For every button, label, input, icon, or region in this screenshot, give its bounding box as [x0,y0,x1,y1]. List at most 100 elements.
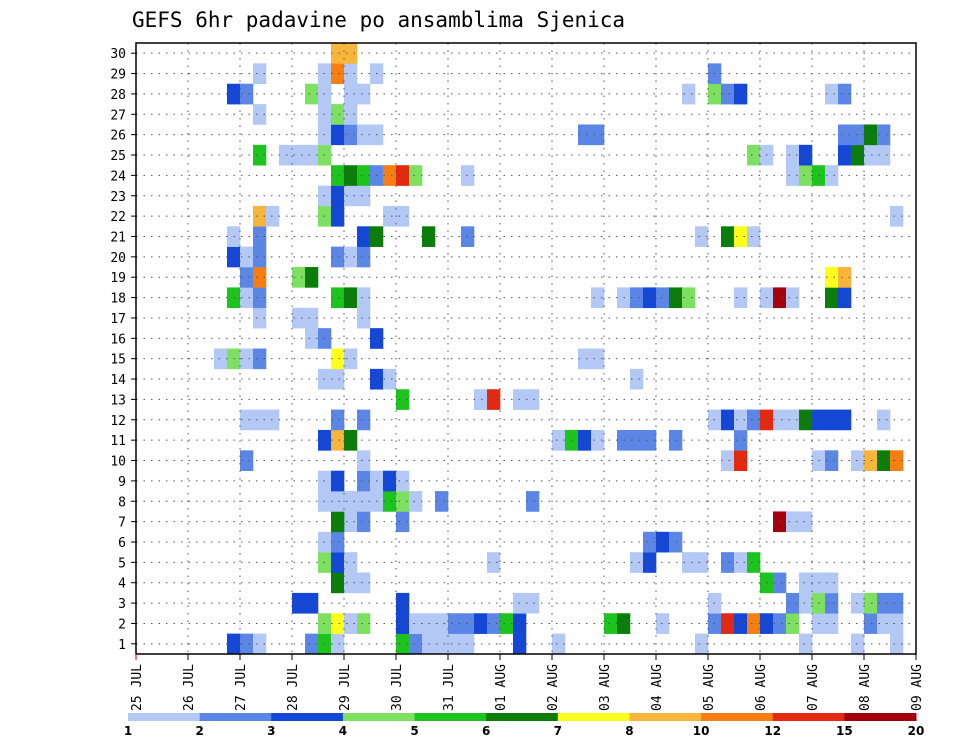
heatmap-cell [851,450,865,471]
heatmap-cell [890,613,904,634]
colorbar-swatch [128,713,201,721]
chart-title: GEFS 6hr padavine po ansamblima Sjenica [132,8,625,32]
heatmap-cell [331,63,345,85]
colorbar-swatch [486,713,559,721]
heatmap-cell [396,491,410,512]
y-tick-label: 23 [110,190,126,205]
colorbar-swatch [271,713,344,721]
heatmap-cell [331,429,345,451]
heatmap-cell [357,450,371,471]
heatmap-cell [747,552,761,573]
x-tick-label: 09 AUG [910,664,925,711]
heatmap-cell [604,613,618,634]
heatmap-cell [344,83,358,105]
heatmap-cell [331,531,345,553]
heatmap-cell [838,83,852,105]
heatmap-cell [682,287,696,309]
heatmap-cell [357,185,371,207]
heatmap-cell [331,165,345,186]
heatmap-cell [305,307,319,329]
heatmap-cell [825,592,839,614]
x-tick-label: 28 JUL [286,664,301,711]
heatmap-cell [344,572,358,594]
heatmap-cell [344,511,358,533]
heatmap-cell [344,429,358,451]
x-tick-label: 30 JUL [390,664,405,711]
heatmap-cell [396,511,410,533]
heatmap-cell [253,63,267,85]
heatmap-cell [305,144,319,166]
heatmap-cell [331,104,345,125]
heatmap-cell [825,287,839,309]
heatmap-cell [825,572,839,594]
y-tick-label: 30 [110,47,126,62]
heatmap-cells [214,43,904,655]
y-tick-label: 10 [110,455,126,470]
y-tick-label: 28 [110,88,126,103]
heatmap-cell [383,165,397,186]
heatmap-cell [344,63,358,85]
x-tick-label: 06 AUG [754,664,769,711]
heatmap-cell [773,287,787,309]
heatmap-cell [695,552,709,573]
heatmap-cell [526,389,540,410]
heatmap-cell [591,287,605,309]
heatmap-cell [409,613,423,634]
x-tick-label: 04 AUG [650,664,665,711]
heatmap-cell [253,307,267,329]
y-tick-label: 12 [110,414,126,429]
heatmap-cell [331,613,345,634]
heatmap-cell [487,389,501,410]
x-tick-label: 31 JUL [442,664,457,711]
heatmap-cell [331,185,345,207]
heatmap-cell [253,205,267,227]
heatmap-cell [435,491,449,512]
heatmap-cell [396,633,410,655]
y-tick-label: 2 [118,617,126,632]
heatmap-cell [786,144,800,166]
heatmap-cell [578,348,592,370]
colorbar-swatch [342,713,416,721]
heatmap-cell [695,226,709,247]
heatmap-cell [838,144,852,166]
heatmap-cell [448,633,462,655]
heatmap-cell [825,613,839,634]
x-tick-label: 26 JUL [182,664,197,711]
heatmap-cell [435,633,449,655]
heatmap-cell [630,287,644,309]
y-tick-label: 14 [110,373,126,388]
y-tick-label: 11 [110,434,126,449]
y-tick-label: 15 [110,353,126,368]
heatmap-cell [773,511,787,533]
heatmap-cell [240,633,254,655]
heatmap-cell [578,429,592,451]
heatmap-cell [838,409,852,431]
y-tick-label: 3 [118,597,126,612]
heatmap-cell [786,287,800,309]
y-tick-label: 27 [110,108,126,123]
heatmap-cell [357,307,371,329]
heatmap-cell [253,287,267,309]
heatmap-cell [344,287,358,309]
heatmap-cell [409,165,423,186]
heatmap-cell [331,43,345,64]
heatmap-cell [292,267,306,288]
heatmap-cell [305,267,319,288]
heatmap-cell [305,592,319,614]
colorbar-label: 2 [195,724,203,738]
heatmap-cell [877,450,891,471]
heatmap-cell [240,409,254,431]
heatmap-cell [357,409,371,431]
colorbar-legend: 1 2 3 4 5 6 7 8 10 12 15 20 [124,713,924,738]
heatmap-cell [292,592,306,614]
heatmap-cell [734,226,748,247]
heatmap-cell [825,83,839,105]
heatmap-cell [383,491,397,512]
heatmap-cell [643,429,657,451]
heatmap-cell [825,450,839,471]
heatmap-cell [461,633,475,655]
heatmap-cell [396,592,410,614]
heatmap-cell [435,613,449,634]
heatmap-cell [747,226,761,247]
